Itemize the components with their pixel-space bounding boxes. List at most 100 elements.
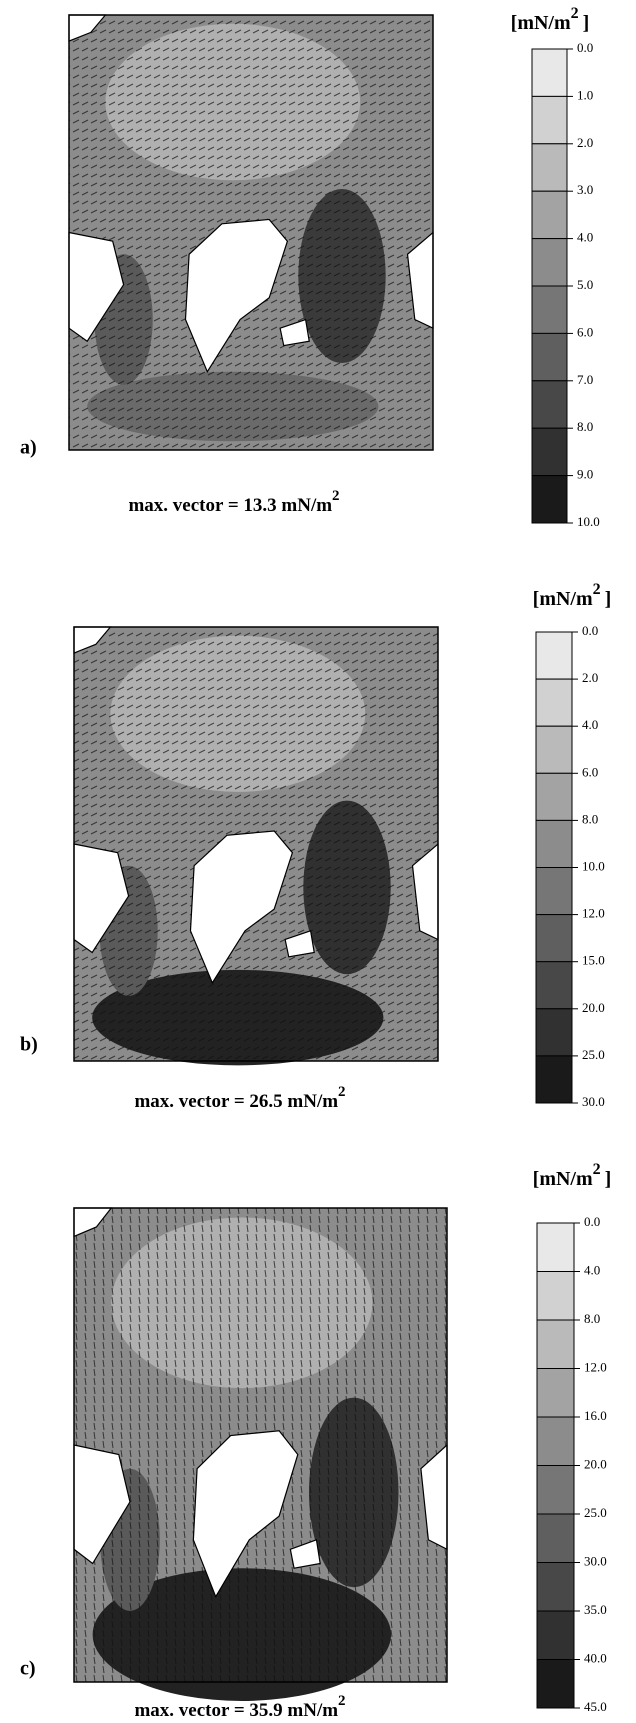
greenland	[184, 218, 289, 373]
colorbar-label: 10.0	[582, 858, 605, 873]
colorbar-segment	[536, 1610, 575, 1660]
colorbar-label: 10.0	[577, 514, 600, 529]
colorbar-label: 25.0	[582, 1047, 605, 1062]
colorbar-label: 25.0	[584, 1505, 607, 1520]
map-frame	[73, 626, 439, 1062]
colorbar-label: 12.0	[582, 906, 605, 921]
colorbar-label: 20.0	[584, 1456, 607, 1471]
panel-label: b)	[20, 1034, 38, 1056]
caption-text: max. vector = 26.5 mN/m	[134, 1091, 338, 1112]
greenland	[189, 830, 294, 985]
colorbar-label: 0.0	[584, 1214, 600, 1229]
colorbar-label: 30.0	[582, 1094, 605, 1109]
unit-label: [mN/m2]	[533, 581, 612, 610]
colorbar-segment	[536, 1368, 575, 1418]
colorbar-segment	[531, 380, 568, 429]
caption-superscript: 2	[338, 1084, 346, 1100]
colorbar-label: 40.0	[584, 1650, 607, 1665]
colorbar-segment	[536, 1319, 575, 1369]
colorbar-label: 6.0	[582, 764, 598, 779]
colorbar-segment	[536, 1222, 575, 1272]
colorbar-label: 2.0	[577, 135, 593, 150]
caption-text: max. vector = 13.3 mN/m	[128, 495, 332, 516]
colorbar-label: 16.0	[584, 1408, 607, 1423]
caption: max. vector = 26.5 mN/m2	[134, 1084, 345, 1112]
colorbar-label: 4.0	[582, 717, 598, 732]
colorbar-segment	[535, 914, 573, 963]
colorbar-segment	[535, 725, 573, 774]
colorbar-segment	[535, 819, 573, 869]
colorbar-segment	[535, 961, 573, 1010]
unit-bracket: ]	[583, 12, 590, 34]
colorbar-segment	[535, 1055, 573, 1104]
caption: max. vector = 13.3 mN/m2	[128, 488, 339, 516]
colorbar-label: 20.0	[582, 1000, 605, 1015]
caption-superscript: 2	[338, 1693, 346, 1709]
caption-superscript: 2	[332, 488, 340, 504]
caption-text: max. vector = 35.9 mN/m	[134, 1700, 338, 1721]
map-panel	[68, 14, 434, 451]
colorbar-label: 45.0	[584, 1699, 607, 1714]
colorbar-segment	[531, 427, 568, 477]
colorbar-label: 4.0	[584, 1262, 600, 1277]
colorbar-label: 6.0	[577, 324, 593, 339]
greenland	[192, 1430, 299, 1599]
iceland	[289, 1538, 321, 1569]
colorbar-label: 5.0	[577, 277, 593, 292]
panel-label: a)	[20, 437, 37, 459]
unit-text: [mN/m	[533, 588, 593, 610]
colorbar-label: 15.0	[582, 953, 605, 968]
panel-label: c)	[20, 1658, 36, 1680]
colorbar-segment	[536, 1416, 575, 1466]
caption: max. vector = 35.9 mN/m2	[134, 1693, 345, 1721]
colorbar-segment	[531, 475, 568, 524]
unit-bracket: ]	[605, 588, 612, 610]
colorbar-segment	[535, 631, 573, 680]
unit-label: [mN/m2]	[533, 1161, 612, 1190]
colorbar-segment	[535, 867, 573, 916]
iceland	[284, 930, 315, 958]
colorbar-label: 4.0	[577, 230, 593, 245]
colorbar-label: 0.0	[577, 40, 593, 55]
unit-text: [mN/m	[511, 12, 571, 34]
colorbar-segment	[536, 1513, 575, 1563]
colorbar-segment	[535, 1008, 573, 1057]
colorbar-label: 0.0	[582, 623, 598, 638]
unit-superscript: 2	[571, 5, 579, 22]
colorbar-segment	[531, 332, 568, 382]
unit-superscript: 2	[593, 581, 601, 598]
map-panel	[73, 626, 439, 1066]
colorbar-label: 30.0	[584, 1553, 607, 1568]
colorbar-label: 8.0	[584, 1311, 600, 1326]
colorbar-segment	[536, 1659, 575, 1709]
colorbar-segment	[536, 1465, 575, 1515]
unit-text: [mN/m	[533, 1168, 593, 1190]
colorbar-segment	[531, 95, 568, 145]
map-panel	[73, 1207, 448, 1701]
colorbar-segment	[536, 1271, 575, 1321]
map-frame	[68, 14, 434, 451]
colorbar-segment	[535, 678, 573, 727]
unit-bracket: ]	[605, 1168, 612, 1190]
colorbar-label: 9.0	[577, 467, 593, 482]
colorbar-segment	[531, 238, 568, 287]
colorbar-label: 1.0	[577, 87, 593, 102]
colorbar-segment	[531, 48, 568, 97]
colorbar-label: 8.0	[577, 419, 593, 434]
map-frame	[73, 1207, 448, 1683]
colorbar-segment	[531, 190, 568, 240]
colorbar-segment	[531, 143, 568, 192]
colorbar-label: 2.0	[582, 670, 598, 685]
colorbar-label: 3.0	[577, 182, 593, 197]
unit-label: [mN/m2]	[511, 5, 590, 34]
iceland	[279, 318, 310, 347]
colorbar-label: 8.0	[582, 811, 598, 826]
colorbar-segment	[531, 285, 568, 334]
colorbar-label: 7.0	[577, 372, 593, 387]
colorbar-segment	[536, 1562, 575, 1612]
colorbar-label: 12.0	[584, 1359, 607, 1374]
colorbar-label: 35.0	[584, 1602, 607, 1617]
colorbar-segment	[535, 772, 573, 821]
unit-superscript: 2	[593, 1161, 601, 1178]
